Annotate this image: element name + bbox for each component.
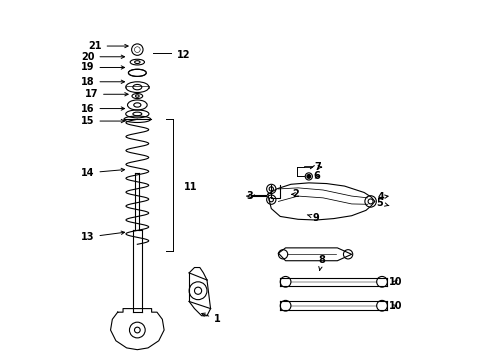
Text: 11: 11 — [183, 182, 197, 192]
Circle shape — [306, 175, 310, 178]
Text: 13: 13 — [81, 231, 124, 242]
Text: 10: 10 — [387, 277, 401, 287]
Text: 6: 6 — [312, 171, 319, 181]
Text: 12: 12 — [176, 50, 190, 60]
Text: 8: 8 — [318, 255, 325, 271]
Text: 5: 5 — [376, 198, 388, 208]
Text: 9: 9 — [306, 212, 319, 222]
Text: 21: 21 — [88, 41, 128, 51]
Text: 20: 20 — [81, 52, 124, 62]
Text: 4: 4 — [377, 192, 387, 202]
Text: 15: 15 — [81, 116, 124, 126]
Text: 7: 7 — [314, 162, 321, 172]
Text: 10: 10 — [387, 301, 401, 311]
Text: 18: 18 — [81, 77, 124, 87]
Text: 1: 1 — [201, 313, 221, 324]
Text: 2: 2 — [291, 189, 298, 199]
Text: 17: 17 — [84, 89, 128, 99]
Text: 3: 3 — [246, 191, 253, 201]
Text: 16: 16 — [81, 104, 124, 113]
Text: 14: 14 — [81, 168, 124, 178]
Text: 19: 19 — [81, 63, 124, 72]
